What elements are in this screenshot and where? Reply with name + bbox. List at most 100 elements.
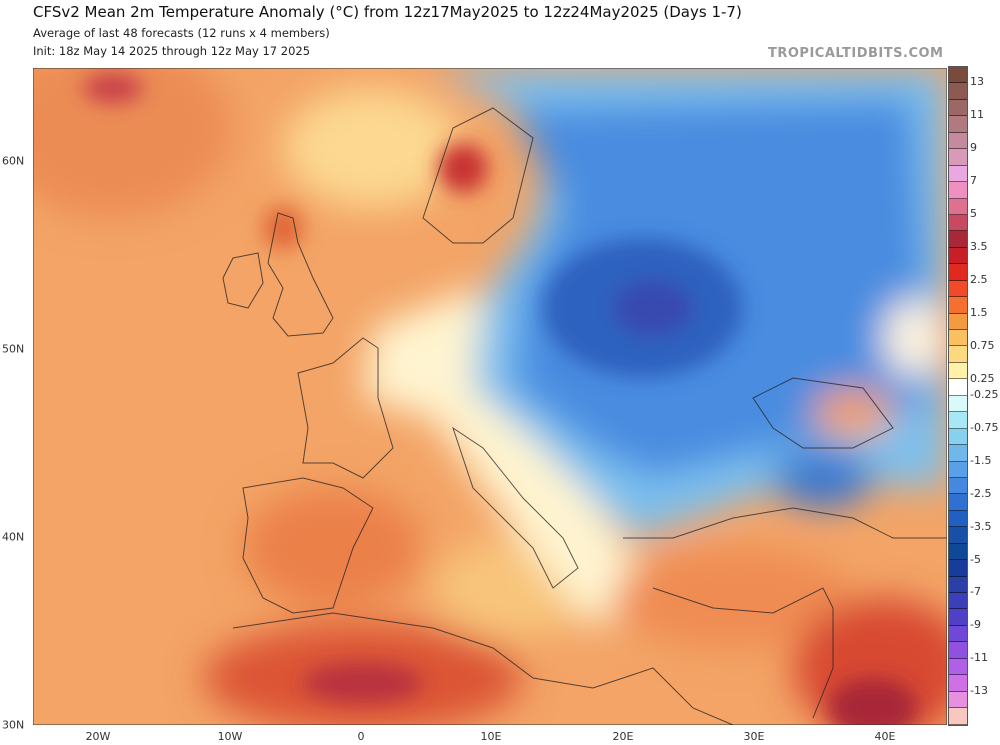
anomaly-atlantic-warm [33,68,233,218]
coastline-italy [452,426,579,589]
colorbar-label: 1.5 [970,305,988,319]
colorbar-bin [949,412,967,429]
colorbar-bin [949,527,967,544]
colorbar-label: -0.75 [970,420,999,434]
colorbar-label: 7 [970,174,977,188]
colorbar-label: -5 [970,552,981,566]
colorbar-bin [949,247,967,265]
colorbar-label: -3.5 [970,519,992,533]
colorbar-bin [949,395,967,413]
colorbar-label: 2.5 [970,272,988,286]
colorbar-bin [949,477,967,495]
colorbar-bin [949,264,967,281]
colorbar-label: 0.25 [970,371,995,385]
y-tick-label: 40N [2,530,25,544]
colorbar-bin [949,494,967,511]
colorbar-bin [949,593,967,610]
map-title: CFSv2 Mean 2m Temperature Anomaly (°C) f… [33,3,742,21]
x-tick-label: 0 [357,730,365,743]
colorbar [948,66,968,726]
colorbar-bin [949,658,967,676]
coastline-scandinavia [422,107,534,244]
map-subtitle-init: Init: 18z May 14 2025 through 12z May 17… [33,44,311,58]
y-tick-label: 60N [2,154,25,168]
watermark: TROPICALTIDBITS.COM [768,46,944,61]
colorbar-bin [949,165,967,183]
colorbar-label: -9 [970,618,981,632]
colorbar-label: 3.5 [970,239,988,253]
anomaly-cold-core [613,280,693,336]
colorbar-label: -11 [970,651,988,665]
coastline-great-britain [267,212,334,337]
coastline-levant [812,608,834,719]
colorbar-bin [949,330,967,347]
colorbar-label: 9 [970,141,977,155]
colorbar-label: 5 [970,207,977,221]
anomaly-arabia-hot [828,678,918,725]
x-tick-label: 30E [743,730,765,743]
anomaly-anatolia-cold [773,448,873,508]
colorbar-bin [949,691,967,709]
colorbar-label: -2.5 [970,486,992,500]
colorbar-bin [949,428,967,446]
x-tick-label: 10W [217,730,243,743]
x-tick-label: 20W [85,730,111,743]
anomaly-norway-warm [438,143,488,193]
colorbar-bin [949,543,967,561]
colorbar-bin [949,182,967,199]
coastline-north-africa [232,612,734,725]
colorbar-bin [949,560,967,577]
colorbar-bin [949,297,967,314]
coastline-france [297,337,394,479]
coastline-ireland [222,252,264,309]
anomaly-iceland-warm [83,73,143,103]
colorbar-bin [949,313,967,330]
colorbar-label: -7 [970,585,981,599]
coastlines [222,107,947,725]
map-subtitle-forecasts: Average of last 48 forecasts (12 runs x … [33,26,330,40]
colorbar-label: -0.25 [970,388,999,401]
colorbar-bin [949,576,967,593]
colorbar-bin [949,116,967,133]
coastline-turkey-south [652,587,834,614]
y-tick-label: 30N [2,718,25,732]
y-tick-label: 50N [2,342,25,356]
temperature-anomaly-map [33,68,947,725]
coastline-black-sea [752,377,894,449]
colorbar-bin [949,609,967,626]
anomaly-turkey-warm [613,548,853,648]
colorbar-bin [949,625,967,643]
colorbar-bin [949,83,967,100]
colorbar-bin [949,675,967,692]
coastline-iberia [242,477,374,614]
colorbar-bin [949,642,967,659]
colorbar-label: 13 [970,75,984,89]
colorbar-label: -13 [970,684,988,698]
colorbar-bin [949,379,967,396]
anomaly-volga-neutral [883,298,943,378]
colorbar-bin [949,231,967,248]
colorbar-bin [949,346,967,363]
coastline-turkey-north [623,507,947,539]
colorbar-label: 0.75 [970,338,995,352]
x-tick-label: 20E [612,730,634,743]
colorbar-bin [949,510,967,528]
colorbar-bin [949,362,967,380]
colorbar-label: -1.5 [970,453,992,467]
anomaly-central-neutral [363,288,653,628]
x-tick-label: 10E [480,730,502,743]
x-tick-label: 40E [874,730,896,743]
colorbar-bin [949,67,967,84]
colorbar-label: 11 [970,108,984,122]
colorbar-bin [949,149,967,166]
anomaly-scotland-warm [263,206,303,250]
colorbar-bin [949,445,967,462]
colorbar-bin [949,132,967,150]
anomaly-iberia-warm [243,488,423,608]
colorbar-bin [949,708,967,725]
colorbar-bin [949,214,967,232]
colorbar-bin [949,198,967,215]
colorbar-bin [949,280,967,298]
colorbar-bin [949,99,967,117]
anomaly-north-sea-mild [283,88,463,208]
